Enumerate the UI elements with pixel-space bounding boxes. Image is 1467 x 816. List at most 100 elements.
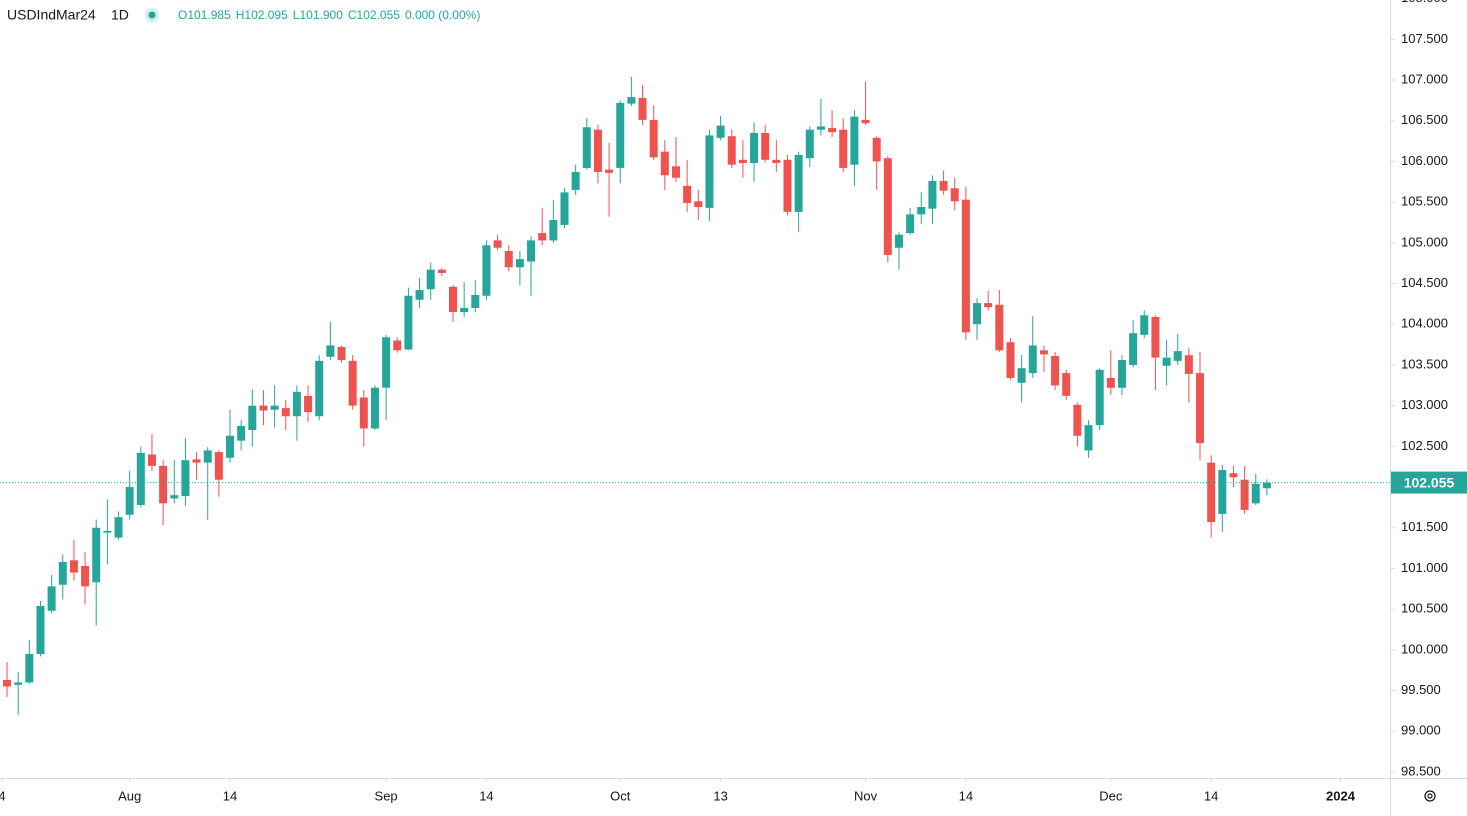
- candle-body: [1117, 360, 1126, 388]
- candle-body: [58, 561, 67, 585]
- candle-body: [783, 159, 792, 212]
- candle-body: [995, 304, 1004, 351]
- candle-body: [839, 129, 848, 168]
- candle-body: [270, 405, 279, 410]
- candle-body: [226, 435, 235, 458]
- candle-body: [939, 180, 948, 191]
- x-tick-label: Dec: [1099, 788, 1123, 803]
- candle-body: [828, 128, 837, 133]
- candle-body: [482, 245, 491, 296]
- candle-body: [794, 154, 803, 212]
- x-tick-label: 13: [713, 788, 727, 803]
- candle-body: [437, 269, 446, 273]
- candle-body: [671, 166, 680, 178]
- candle-body: [705, 135, 714, 208]
- candle-body: [1084, 425, 1093, 451]
- candle-body: [750, 132, 759, 164]
- y-tick-label: 99.000: [1401, 723, 1441, 738]
- candle-body: [582, 127, 591, 168]
- candle-body: [1106, 377, 1115, 388]
- candle-body: [549, 220, 558, 241]
- candle-body: [515, 259, 524, 268]
- candle-body: [3, 679, 12, 687]
- candle-body: [69, 560, 78, 573]
- candle-body: [136, 452, 145, 505]
- candle-body: [1240, 479, 1249, 510]
- candle-body: [370, 387, 379, 429]
- candles: [3, 76, 1271, 715]
- candle-body: [214, 452, 223, 480]
- candle-body: [816, 126, 825, 130]
- candle-body: [1140, 315, 1149, 335]
- candle-body: [203, 450, 212, 463]
- candle-body: [738, 159, 747, 164]
- candle-body: [471, 294, 480, 308]
- candle-body: [281, 408, 290, 417]
- candle-body: [683, 185, 692, 203]
- candle-body: [159, 465, 168, 504]
- x-tick-label: Oct: [610, 788, 631, 803]
- y-tick-label: 107.000: [1401, 71, 1448, 86]
- candle-body: [593, 129, 602, 173]
- candle-body: [415, 290, 424, 300]
- candle-body: [638, 97, 647, 120]
- y-tick-label: 98.500: [1401, 763, 1441, 778]
- candle-body: [1039, 350, 1048, 355]
- candle-body: [660, 151, 669, 176]
- y-tick-label: 107.500: [1401, 31, 1448, 46]
- candle-body: [1262, 482, 1271, 489]
- candle-body: [359, 397, 368, 429]
- x-tick-label: 4: [0, 788, 6, 803]
- x-tick-label: 14: [959, 788, 973, 803]
- y-tick-label: 103.000: [1401, 397, 1448, 412]
- ohlc-value: 102.055: [357, 8, 401, 22]
- candle-body: [605, 169, 614, 173]
- candle-body: [727, 136, 736, 165]
- candle-body: [81, 566, 90, 587]
- candle-body: [917, 207, 926, 215]
- candle-body: [326, 345, 335, 357]
- y-tick-label: 108.000: [1401, 0, 1448, 5]
- x-tick-label: 14: [223, 788, 237, 803]
- candle-body: [1162, 357, 1171, 366]
- candle-body: [950, 188, 959, 202]
- candle-body: [1218, 469, 1227, 514]
- ohlc-label: O: [178, 8, 187, 22]
- candle-body: [292, 391, 301, 417]
- symbol: USDIndMar24: [7, 7, 96, 23]
- candle-body: [1051, 355, 1060, 386]
- candle-body: [237, 425, 246, 441]
- candle-body: [772, 159, 781, 164]
- y-tick-label: 106.000: [1401, 153, 1448, 168]
- ohlc-legend: O101.985 H102.095 L101.900 C102.055 0.000 (0…: [178, 8, 480, 22]
- ohlc-value: 102.095: [244, 8, 288, 22]
- candle-body: [906, 214, 915, 234]
- candle-body: [1184, 355, 1193, 374]
- settings-icon[interactable]: [1424, 790, 1436, 802]
- gear: [1424, 790, 1436, 802]
- candle-body: [1028, 345, 1037, 374]
- status-dot-inner: [148, 11, 156, 19]
- ohlc-label: L: [293, 8, 300, 22]
- candle-body: [315, 360, 324, 417]
- candle-body: [894, 234, 903, 248]
- candle-body: [850, 116, 859, 165]
- candle-body: [560, 192, 569, 225]
- y-tick-label: 106.500: [1401, 112, 1448, 127]
- x-tick-label: 14: [479, 788, 493, 803]
- last-price-badge: [1391, 471, 1467, 494]
- candle-body: [348, 360, 357, 406]
- candle-body: [1006, 342, 1015, 378]
- candle-body: [571, 172, 580, 190]
- candle-body: [1196, 373, 1205, 444]
- ohlc-label: C: [348, 8, 357, 22]
- y-tick-label: 101.500: [1401, 519, 1448, 534]
- candle-body: [382, 337, 391, 388]
- candle-body: [304, 395, 313, 413]
- candle-body: [460, 307, 469, 313]
- y-tick-label: 104.000: [1401, 316, 1448, 331]
- candle-body: [1062, 373, 1071, 396]
